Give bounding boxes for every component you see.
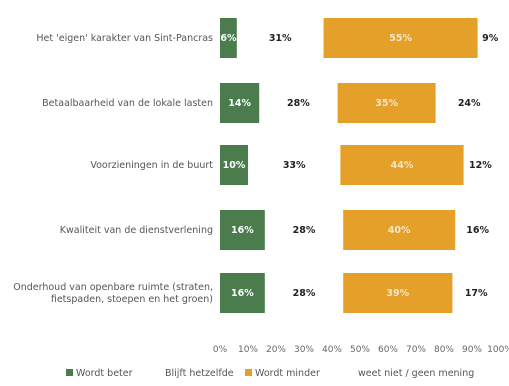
legend-label-2: Blijft hetzelfde [165, 368, 234, 379]
x-tick-label-2: 10% [238, 345, 258, 355]
category-label-5: Onderhoud van openbare ruimte (straten, f… [13, 282, 213, 305]
data-label-3-1: 10% [223, 160, 246, 171]
legend-swatch-1 [66, 369, 73, 376]
category-label-2: Betaalbaarheid van de lokale lasten [42, 98, 213, 109]
bar-1-series-1 [220, 18, 237, 58]
data-label-5-3: 39% [386, 288, 409, 299]
x-tick-label-8: 70% [406, 345, 426, 355]
bar-3-series-1 [220, 145, 248, 185]
data-label-2-4: 24% [458, 98, 481, 109]
data-label-2-1: 14% [228, 98, 251, 109]
data-label-1-4: 9% [482, 33, 499, 44]
x-tick-label-9: 80% [434, 345, 454, 355]
x-tick-label-1: 0% [213, 345, 228, 355]
legend-label-4: weet niet / geen mening [358, 368, 474, 379]
data-label-2-3: 35% [375, 98, 398, 109]
legend-label-1: Wordt beter [76, 368, 133, 379]
data-label-4-4: 16% [466, 225, 489, 236]
data-label-3-3: 44% [391, 160, 414, 171]
x-tick-label-5: 40% [322, 345, 342, 355]
legend-label-3: Wordt minder [255, 368, 320, 379]
data-label-1-3: 55% [389, 33, 412, 44]
bar-2-series-1 [220, 83, 260, 123]
x-tick-label-10: 90% [462, 345, 482, 355]
data-label-2-2: 28% [287, 98, 310, 109]
x-tick-label-11: 100% [487, 345, 509, 355]
bar-1-series-3 [323, 18, 478, 58]
x-tick-label-7: 60% [378, 345, 398, 355]
bar-4-series-3 [343, 210, 456, 250]
data-label-3-4: 12% [469, 160, 492, 171]
bar-4-series-1 [220, 210, 265, 250]
x-tick-label-6: 50% [350, 345, 370, 355]
bar-3-series-3 [340, 145, 464, 185]
legend-swatch-3 [245, 369, 252, 376]
bar-5-series-3 [343, 273, 453, 313]
x-tick-label-4: 30% [294, 345, 314, 355]
data-label-5-4: 17% [465, 288, 488, 299]
data-label-5-1: 16% [231, 288, 254, 299]
bar-5-series-1 [220, 273, 265, 313]
bar-2-series-3 [337, 83, 436, 123]
data-label-4-1: 16% [231, 225, 254, 236]
category-label-3: Voorzieningen in de buurt [90, 160, 213, 171]
x-tick-label-3: 20% [266, 345, 286, 355]
data-label-4-3: 40% [388, 225, 411, 236]
data-label-1-1: 6% [220, 33, 237, 44]
category-label-4: Kwaliteit van de dienstverlening [60, 225, 213, 236]
category-label-1: Het 'eigen' karakter van Sint-Pancras [36, 33, 213, 44]
data-label-5-2: 28% [293, 288, 316, 299]
data-label-4-2: 28% [293, 225, 316, 236]
data-label-3-2: 33% [283, 160, 306, 171]
data-label-1-2: 31% [269, 33, 292, 44]
